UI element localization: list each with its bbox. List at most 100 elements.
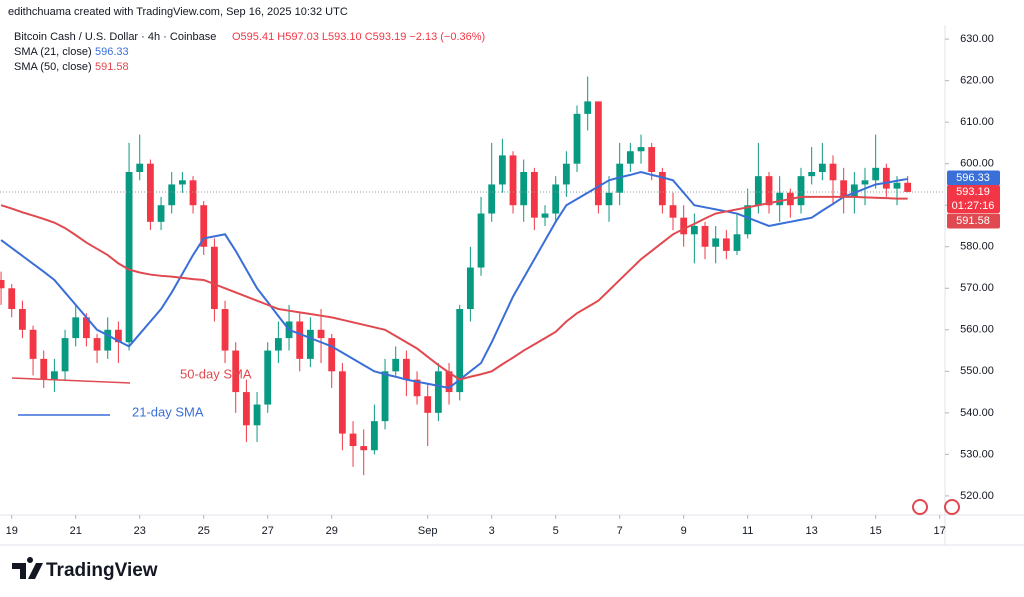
x-tick-label: 13 [806, 525, 818, 537]
x-tick-label: 21 [70, 525, 82, 537]
sma-line [0, 195, 908, 381]
candle-body [360, 446, 368, 451]
brand-logo: TradingView [12, 557, 158, 581]
candle-body [338, 371, 346, 434]
x-tick-label: 5 [553, 525, 559, 537]
candle-body [520, 172, 528, 206]
candle-body [381, 371, 389, 422]
candle-body [722, 238, 730, 251]
candle-body [8, 288, 16, 310]
x-tick-label: 19 [6, 525, 18, 537]
candle-body [850, 184, 858, 197]
countdown: 01:27:16 [952, 200, 995, 212]
x-tick-label: 23 [134, 525, 146, 537]
candle-body [573, 113, 581, 164]
candle-body [221, 309, 229, 351]
candle-body [29, 329, 37, 359]
candle-body [562, 163, 570, 185]
candle-body [210, 246, 218, 310]
candle-body [370, 421, 378, 451]
price-badge [947, 213, 1000, 229]
candle-body [125, 172, 133, 343]
candle-body [648, 147, 656, 172]
legend-value: 591.58 [95, 61, 129, 73]
legend-label: SMA (21, close) [14, 46, 92, 58]
candle-body [477, 213, 485, 268]
x-tick-label: Sep [418, 525, 438, 537]
candle-body [872, 167, 880, 181]
legend-value: 596.33 [95, 46, 129, 58]
price-badge [947, 170, 1000, 186]
x-tick-label: 3 [489, 525, 495, 537]
candle-body [594, 101, 602, 206]
candle-body [189, 180, 197, 206]
candle-body [82, 317, 90, 339]
brand-name: TradingView [46, 560, 158, 581]
candle-body [861, 180, 869, 185]
candle-body [306, 329, 314, 359]
y-tick-label: 620.00 [960, 75, 994, 87]
candle-body [840, 180, 848, 197]
candle-body [680, 217, 688, 235]
candle-body [349, 433, 357, 447]
candle-body [146, 163, 154, 222]
candle-body [637, 147, 645, 152]
candle-body [114, 329, 122, 343]
x-tick-label: 11 [742, 525, 753, 537]
price-badge-label: 591.58 [956, 215, 990, 227]
x-tick-label: 17 [934, 525, 946, 537]
candle-body [605, 192, 613, 206]
x-tick-label: 29 [326, 525, 338, 537]
ohlc-label: O595.41 H597.03 L593.10 C593.19 −2.13 (−… [232, 31, 485, 43]
candle-body [50, 371, 58, 380]
candle-body [72, 317, 80, 339]
candle-body [178, 180, 186, 185]
candle-body [253, 404, 261, 426]
candle-body [530, 172, 538, 218]
candle-body [61, 338, 69, 372]
candle-body [274, 338, 282, 351]
candle-body [242, 392, 250, 426]
candle-body [701, 225, 709, 247]
x-tick-label: 25 [198, 525, 210, 537]
candle-body [434, 371, 442, 413]
candle-body [136, 163, 144, 172]
candle-body [445, 371, 453, 393]
candle-body [584, 101, 592, 114]
plot-area [0, 76, 945, 476]
candle-body [754, 176, 762, 206]
candle-body [317, 329, 325, 339]
candle-body [200, 205, 208, 247]
candle-body [296, 321, 304, 359]
candle-body [626, 151, 634, 164]
price-badge [947, 185, 1000, 213]
candle-body [488, 184, 496, 214]
candle-body [690, 225, 698, 235]
event-icon[interactable] [944, 499, 960, 515]
candle-body [509, 155, 517, 206]
candle-body [232, 350, 240, 393]
x-tick-label: 27 [262, 525, 274, 537]
candle-body [882, 167, 890, 189]
candle-body [776, 192, 784, 206]
y-tick-label: 540.00 [960, 407, 994, 419]
event-icon[interactable] [912, 499, 928, 515]
candle-body [402, 358, 410, 380]
x-tick-label: 15 [870, 525, 882, 537]
candle-body [466, 267, 474, 310]
price-badge-label: 596.33 [956, 172, 990, 184]
candle-body [157, 205, 165, 222]
candle-body [744, 205, 752, 235]
annotation: 21-day SMA [132, 404, 204, 419]
y-tick-label: 530.00 [960, 448, 994, 460]
candle-body [541, 213, 549, 218]
candle-body [18, 309, 26, 330]
candle-body [40, 358, 48, 380]
legend-title: Bitcoin Cash / U.S. Dollar · 4h · Coinba… [14, 31, 216, 43]
candle-body [413, 379, 421, 397]
candle-body [552, 184, 560, 214]
candle-body [456, 309, 464, 393]
candle-body [424, 396, 432, 413]
candle-body [392, 358, 400, 372]
